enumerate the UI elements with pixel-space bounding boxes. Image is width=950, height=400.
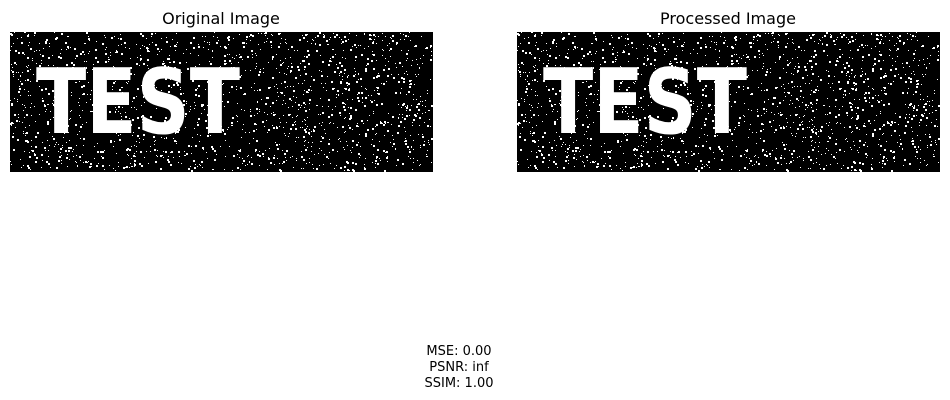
metric: SSIM: 1.00 — [424, 376, 493, 391]
noise — [10, 32, 433, 172]
panel-title: Original Image — [162, 9, 280, 28]
image-text: TEST — [543, 50, 747, 155]
panel: Processed Image TEST — [517, 9, 940, 172]
metrics: MSE: 0.00 PSNR: inf SSIM: 1.00 — [424, 344, 493, 391]
panel-title: Processed Image — [660, 9, 796, 28]
metric: MSE: 0.00 — [426, 344, 491, 359]
image-text: TEST — [36, 50, 240, 155]
metric: PSNR: inf — [429, 360, 489, 375]
panel: Original Image TEST — [10, 9, 433, 172]
noise — [517, 32, 940, 172]
